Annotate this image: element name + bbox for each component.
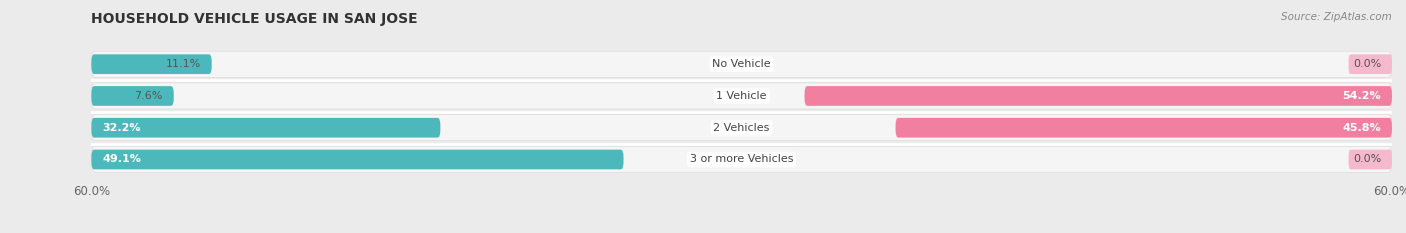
Text: 0.0%: 0.0% [1353, 154, 1381, 164]
Text: Source: ZipAtlas.com: Source: ZipAtlas.com [1281, 12, 1392, 22]
Text: 54.2%: 54.2% [1343, 91, 1381, 101]
FancyBboxPatch shape [896, 118, 1392, 137]
FancyBboxPatch shape [91, 86, 174, 106]
Text: 7.6%: 7.6% [135, 91, 163, 101]
Text: 49.1%: 49.1% [103, 154, 141, 164]
FancyBboxPatch shape [1348, 54, 1392, 74]
Text: 32.2%: 32.2% [103, 123, 141, 133]
FancyBboxPatch shape [91, 118, 440, 137]
FancyBboxPatch shape [91, 51, 1392, 77]
Text: 1 Vehicle: 1 Vehicle [717, 91, 766, 101]
FancyBboxPatch shape [91, 83, 1392, 109]
FancyBboxPatch shape [91, 147, 1392, 172]
Text: 2 Vehicles: 2 Vehicles [713, 123, 770, 133]
Text: 45.8%: 45.8% [1343, 123, 1381, 133]
FancyBboxPatch shape [804, 86, 1392, 106]
Text: No Vehicle: No Vehicle [713, 59, 770, 69]
FancyBboxPatch shape [91, 54, 212, 74]
Text: 3 or more Vehicles: 3 or more Vehicles [690, 154, 793, 164]
Legend: Owner-occupied, Renter-occupied: Owner-occupied, Renter-occupied [619, 230, 865, 233]
FancyBboxPatch shape [1348, 150, 1392, 169]
FancyBboxPatch shape [91, 115, 1392, 141]
Text: 11.1%: 11.1% [166, 59, 201, 69]
Text: HOUSEHOLD VEHICLE USAGE IN SAN JOSE: HOUSEHOLD VEHICLE USAGE IN SAN JOSE [91, 12, 418, 26]
FancyBboxPatch shape [91, 150, 623, 169]
Text: 0.0%: 0.0% [1353, 59, 1381, 69]
